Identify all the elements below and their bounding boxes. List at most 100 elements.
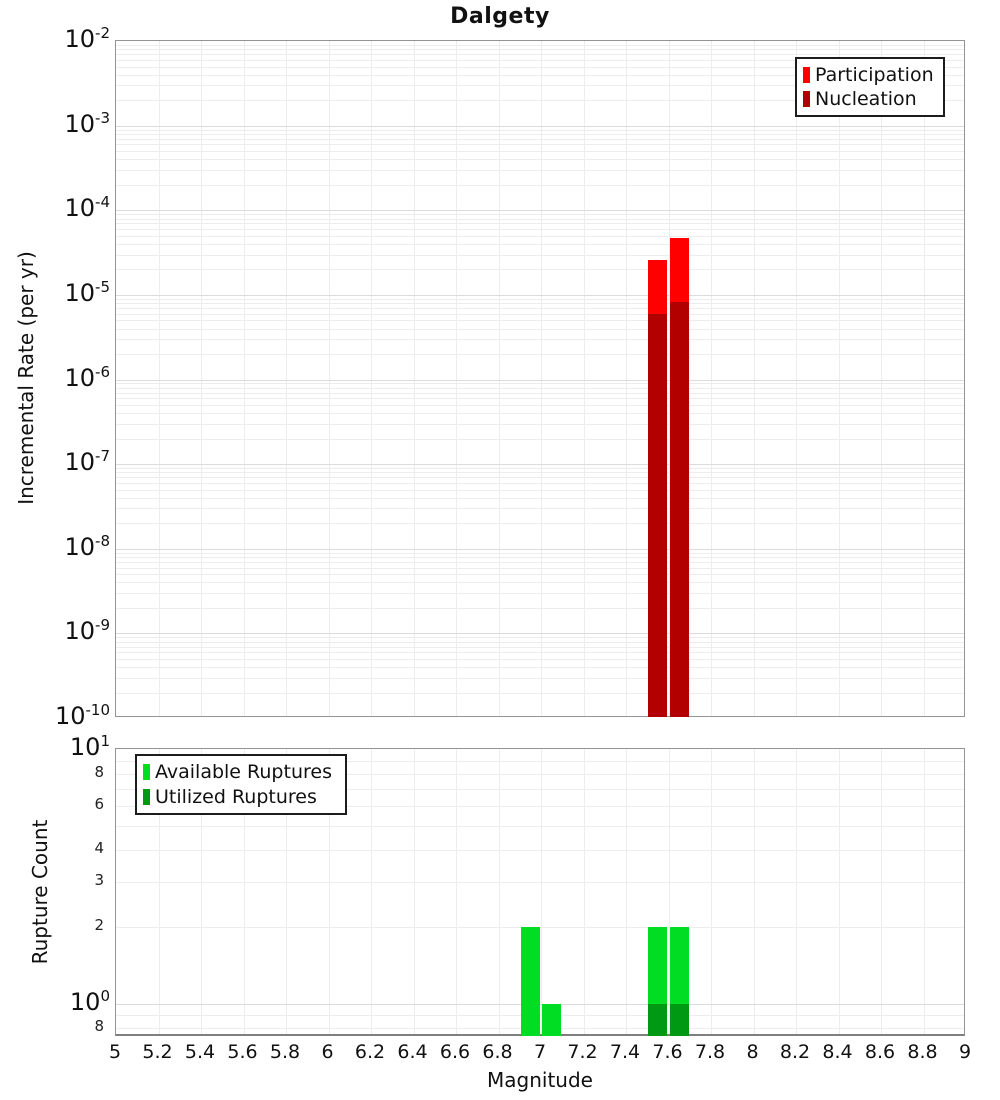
x-tick-label: 7.8	[694, 1041, 726, 1063]
grid-line-vertical	[413, 41, 415, 716]
available-ruptures-swatch-icon	[143, 764, 150, 781]
grid-line-minor	[116, 927, 964, 928]
grid-line-minor	[116, 129, 964, 131]
y-tick-label: 100	[69, 986, 110, 1016]
grid-line-minor	[116, 1028, 964, 1030]
nucleation-swatch-icon	[803, 91, 810, 107]
x-tick-label: 5.8	[269, 1041, 301, 1063]
bar-nucleation	[648, 313, 668, 717]
x-tick-label: 7.6	[652, 1041, 683, 1063]
x-tick-label: 8.4	[822, 1041, 853, 1063]
x-tick-label: 8.6	[864, 1041, 896, 1063]
grid-line-vertical	[328, 749, 330, 1034]
grid-line-vertical	[626, 41, 627, 716]
grid-line-major	[116, 379, 964, 381]
y-minor-tick-label: 6	[94, 794, 104, 813]
grid-line-minor	[116, 320, 964, 322]
y-tick-label: 10-7	[64, 447, 110, 477]
legend-item-utilized: Utilized Ruptures	[143, 786, 337, 808]
grid-line-minor	[116, 54, 964, 56]
y-tick-label: 10-5	[64, 277, 110, 307]
grid-line-major	[116, 464, 964, 466]
grid-line-vertical	[626, 749, 627, 1034]
grid-line-minor	[116, 49, 964, 51]
grid-line-minor	[116, 298, 964, 300]
grid-line-minor	[116, 788, 964, 790]
grid-line-vertical	[753, 41, 755, 716]
grid-line-minor	[116, 692, 964, 694]
grid-line-minor	[116, 387, 964, 389]
grid-line-vertical	[328, 41, 330, 716]
bar-nucleation	[669, 302, 689, 717]
y-minor-tick-label: 8	[94, 762, 104, 781]
x-tick-label: 6.2	[354, 1041, 386, 1063]
grid-line-minor	[116, 229, 964, 230]
x-tick-label: 6	[321, 1041, 334, 1063]
grid-line-minor	[116, 557, 964, 558]
grid-line-minor	[116, 489, 964, 491]
grid-line-minor	[116, 561, 964, 563]
bar-available-ruptures	[520, 927, 540, 1036]
y-tick-label: 10-6	[64, 362, 110, 392]
grid-line-vertical	[456, 749, 457, 1034]
grid-line-minor	[116, 100, 964, 102]
grid-line-minor	[116, 582, 964, 584]
grid-line-vertical	[371, 749, 372, 1034]
grid-line-vertical	[498, 749, 500, 1034]
grid-line-vertical	[923, 749, 925, 1034]
legend-label: Nucleation	[815, 88, 917, 110]
y-minor-tick-label: 8	[94, 1017, 104, 1036]
grid-line-minor	[116, 138, 964, 140]
grid-line-major	[116, 125, 964, 127]
grid-line-minor	[116, 144, 964, 146]
x-tick-label: 7	[533, 1041, 547, 1063]
grid-line-minor	[116, 677, 964, 679]
y-tick-label: 10-4	[64, 193, 110, 223]
grid-line-minor	[116, 159, 964, 161]
grid-line-vertical	[286, 749, 287, 1034]
grid-line-minor	[116, 825, 964, 827]
grid-line-minor	[116, 243, 964, 245]
grid-line-minor	[116, 523, 964, 525]
grid-line-minor	[116, 85, 964, 87]
grid-line-minor	[116, 44, 964, 46]
legend-item-available: Available Ruptures	[143, 761, 337, 783]
x-tick-label: 5	[108, 1041, 122, 1063]
x-axis-label: Magnitude	[487, 1068, 593, 1092]
legend-label: Utilized Ruptures	[155, 785, 317, 808]
grid-line-minor	[116, 482, 964, 484]
grid-line-minor	[116, 313, 964, 315]
grid-line-vertical	[158, 749, 160, 1034]
bar-available-ruptures	[542, 1003, 562, 1036]
x-tick-label: 7.2	[567, 1041, 598, 1063]
grid-line-minor	[116, 59, 964, 61]
grid-line-minor	[116, 760, 964, 762]
grid-line-minor	[116, 223, 964, 225]
grid-line-minor	[116, 508, 964, 510]
grid-line-minor	[116, 74, 964, 76]
grid-line-minor	[116, 392, 964, 394]
rate-legend: Participation Nucleation	[795, 57, 945, 117]
x-tick-label: 6.6	[439, 1041, 471, 1063]
x-tick-label: 8.8	[907, 1041, 938, 1063]
x-tick-label: 9	[958, 1041, 972, 1063]
grid-line-minor	[116, 184, 964, 186]
grid-line-minor	[116, 472, 964, 474]
grid-line-minor	[116, 328, 964, 330]
grid-line-vertical	[583, 41, 585, 716]
grid-line-minor	[116, 637, 964, 639]
x-tick-label: 6.8	[482, 1041, 513, 1063]
grid-line-major	[116, 548, 964, 550]
grid-line-vertical	[371, 41, 372, 716]
grid-line-vertical	[201, 41, 202, 716]
grid-line-minor	[116, 468, 964, 469]
grid-line-vertical	[541, 41, 542, 716]
utilized-ruptures-swatch-icon	[143, 788, 150, 805]
grid-line-vertical	[668, 749, 670, 1034]
grid-line-minor	[116, 413, 964, 415]
grid-line-minor	[116, 269, 964, 271]
y-tick-label: 10-3	[64, 108, 110, 138]
grid-line-major	[116, 1003, 964, 1005]
grid-line-vertical	[413, 749, 415, 1034]
grid-line-vertical	[796, 41, 797, 716]
